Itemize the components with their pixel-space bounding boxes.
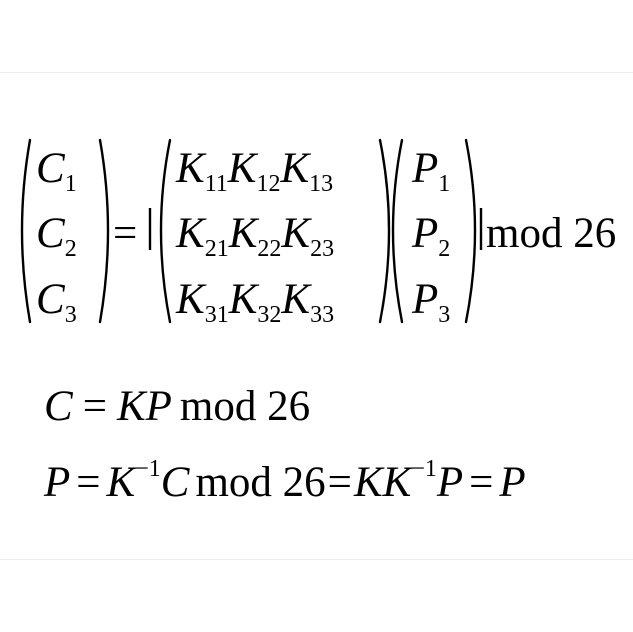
equation-panel (0, 72, 633, 560)
key-left-paren (159, 138, 172, 324)
lhs-right-paren (98, 138, 110, 324)
lhs-left-paren (20, 138, 32, 324)
key-row-1: K11K12K13 (175, 145, 333, 197)
key-row-3: K31K32K33 (175, 276, 334, 328)
plain-p1: P1 (411, 145, 450, 197)
plain-p2: P2 (411, 210, 450, 262)
matrix-modulus: mod 26 (486, 210, 616, 257)
key-row-2: K21K22K23 (175, 210, 334, 262)
equals-sign: = (113, 210, 137, 257)
lhs-c1: C1 (36, 145, 77, 197)
line3-equation: P = K−1C mod 26=KK−1P = P (43, 456, 526, 506)
plain-p3: P3 (411, 276, 450, 328)
plain-right-paren (464, 138, 477, 324)
line2-equation: C = KP mod 26 (44, 383, 310, 430)
lhs-c3: C3 (36, 276, 77, 328)
lhs-c2: C2 (36, 210, 77, 262)
key-right-paren (378, 138, 391, 324)
plain-left-paren (391, 138, 404, 324)
